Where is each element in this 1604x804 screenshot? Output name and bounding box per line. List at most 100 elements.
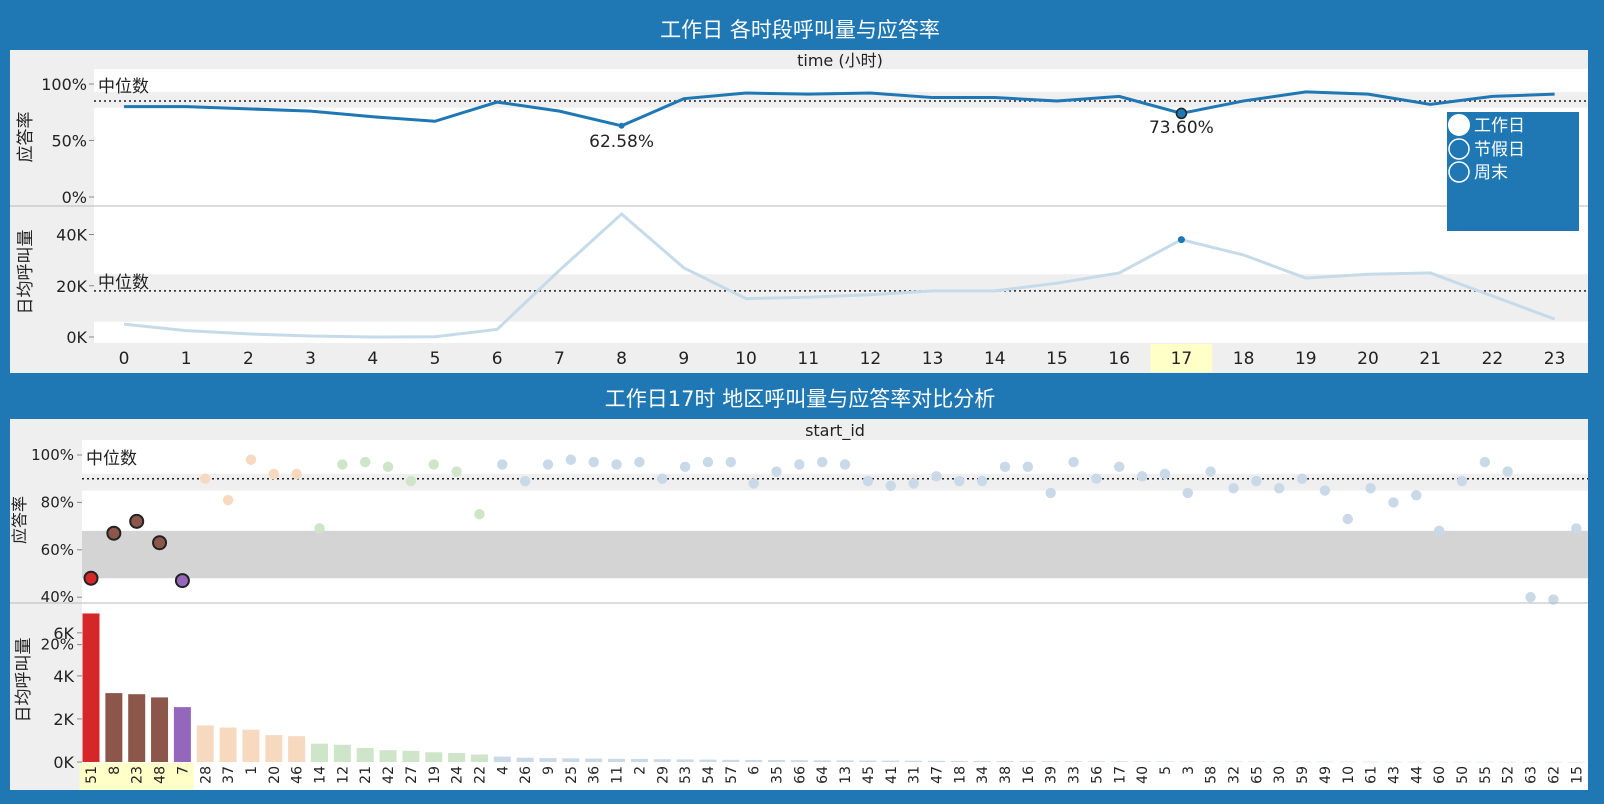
top-rate-tick-label: 100% [41, 75, 87, 94]
region-volume-bar-42 [380, 750, 397, 762]
region-tick-label: 47 [929, 766, 945, 784]
region-rate-point-58 [1205, 466, 1215, 476]
region-tick-label: 63 [1524, 766, 1540, 784]
region-volume-bar-17 [1111, 761, 1128, 762]
hour-tick-label: 15 [1046, 349, 1068, 369]
region-rate-point-7 [176, 574, 189, 587]
region-rate-point-63 [1525, 592, 1535, 602]
hour-tick-label: 19 [1295, 349, 1317, 369]
region-rate-point-36 [589, 457, 599, 467]
region-volume-bar-5 [1156, 761, 1173, 762]
legend-radio-workday-icon[interactable] [1449, 115, 1469, 135]
region-tick-label: 23 [130, 766, 146, 784]
region-rate-point-60 [1434, 526, 1444, 536]
region-volume-bar-51 [83, 613, 100, 762]
region-rate-point-47 [931, 471, 941, 481]
legend-item-workday[interactable]: 工作日 [1449, 115, 1525, 136]
region-rate-point-21 [360, 457, 370, 467]
region-tick-label: 17 [1112, 766, 1128, 784]
region-rate-point-41 [886, 481, 896, 491]
hour-tick-label: 8 [616, 349, 627, 369]
region-volume-bar-44 [1408, 762, 1425, 763]
region-tick-label: 54 [701, 766, 717, 784]
legend-label-weekend[interactable]: 周末 [1474, 163, 1508, 183]
region-tick-label: 52 [1501, 766, 1517, 784]
region-volume-bar-31 [905, 761, 922, 762]
region-tick-label: 53 [678, 766, 694, 784]
region-rate-point-52 [1503, 466, 1513, 476]
region-rate-point-49 [1320, 485, 1330, 495]
region-tick-label: 44 [1409, 766, 1425, 784]
legend-label-holiday[interactable]: 节假日 [1474, 140, 1525, 160]
hour-tick-label: 2 [243, 349, 254, 369]
region-tick-label: 26 [518, 766, 534, 784]
top-volume-reference-band [94, 274, 1588, 321]
region-volume-bar-29 [654, 759, 671, 762]
region-volume-bar-43 [1385, 762, 1402, 763]
region-tick-label: 4 [495, 766, 511, 775]
legend-label-workday[interactable]: 工作日 [1474, 116, 1525, 136]
region-tick-label: 32 [1227, 766, 1243, 784]
bottom-rate-axis-title: 应答率 [10, 496, 29, 544]
region-tick-label: 3 [1181, 766, 1197, 775]
top-rate-tick-label: 0% [62, 188, 87, 207]
region-volume-bar-39 [1042, 761, 1059, 762]
region-tick-label: 37 [221, 766, 237, 784]
region-volume-bar-22 [471, 754, 488, 762]
region-tick-label: 28 [198, 766, 214, 784]
region-volume-bar-3 [1179, 761, 1196, 762]
region-rate-point-11 [611, 459, 621, 469]
region-rate-point-10 [1343, 514, 1353, 524]
region-tick-label: 55 [1478, 766, 1494, 784]
region-tick-label: 15 [1569, 766, 1585, 784]
region-volume-bar-21 [357, 748, 374, 762]
hour-tick-label: 23 [1544, 349, 1566, 369]
region-rate-point-34 [977, 476, 987, 486]
hour-tick-label: 21 [1419, 349, 1441, 369]
top-rate-axis-title: 应答率 [16, 112, 36, 163]
region-tick-label: 46 [290, 766, 306, 784]
bottom-rate-median-label: 中位数 [86, 449, 137, 469]
region-rate-point-31 [908, 478, 918, 488]
region-volume-bar-11 [608, 759, 625, 762]
region-volume-bar-33 [1065, 761, 1082, 762]
region-tick-label: 62 [1546, 766, 1562, 784]
region-rate-point-33 [1068, 457, 1078, 467]
region-rate-point-61 [1365, 483, 1375, 493]
region-volume-bar-12 [334, 745, 351, 762]
region-tick-label: 38 [998, 766, 1014, 784]
region-tick-label: 20 [267, 766, 283, 784]
region-rate-point-12 [337, 459, 347, 469]
bottom-rate-tick-label: 60% [41, 541, 74, 559]
region-volume-bar-47 [928, 761, 945, 762]
region-tick-label: 45 [861, 766, 877, 784]
bottom-chart-title: 工作日17时 地区呼叫量与应答率对比分析 [605, 387, 995, 411]
region-tick-label: 33 [1067, 766, 1083, 784]
bottom-rate-tick-label: 100% [31, 446, 74, 464]
region-volume-bar-50 [1454, 762, 1471, 763]
region-volume-bar-13 [837, 760, 854, 762]
region-volume-bar-40 [1134, 761, 1151, 762]
region-volume-bar-63 [1522, 762, 1539, 763]
region-tick-label: 58 [1204, 766, 1220, 784]
region-rate-point-56 [1091, 474, 1101, 484]
region-rate-point-25 [566, 455, 576, 465]
region-rate-point-6 [748, 478, 758, 488]
region-tick-label: 1 [244, 766, 260, 775]
hour-tick-label: 16 [1108, 349, 1130, 369]
top-chart-title: 工作日 各时段呼叫量与应答率 [660, 18, 940, 42]
region-rate-point-15 [1571, 523, 1581, 533]
region-rate-point-50 [1457, 476, 1467, 486]
hour-tick-label: 3 [305, 349, 316, 369]
bottom-rate-tick-label: 80% [41, 493, 74, 511]
top-rate-tick-label: 50% [51, 132, 87, 151]
bottom-rate-reference-band [82, 531, 1588, 578]
region-rate-point-59 [1297, 474, 1307, 484]
bottom-volume-tick-label: 4K [53, 667, 74, 686]
region-rate-point-14 [314, 523, 324, 533]
top-rate-selected-point [1176, 108, 1186, 118]
region-tick-label: 35 [770, 766, 786, 784]
region-tick-label: 49 [1318, 766, 1334, 784]
region-volume-bar-36 [585, 759, 602, 762]
